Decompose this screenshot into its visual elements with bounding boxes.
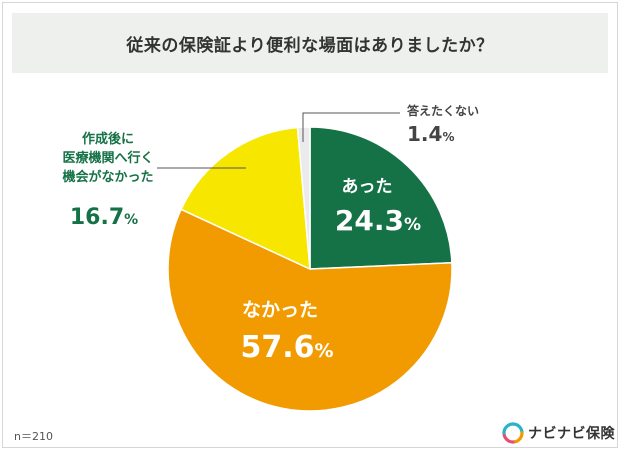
brand-mark-icon — [502, 422, 524, 444]
brand-logo: ナビナビ保険 — [502, 422, 615, 444]
pie-slice-2 — [167, 208, 453, 412]
brand-name: ナビナビ保険 — [528, 426, 615, 442]
chart-title: 従来の保険証より便利な場面はありましたか？ — [12, 13, 608, 73]
pie-slice-4 — [296, 126, 311, 270]
slice-3-pct: 16.7% — [70, 205, 138, 230]
slice-3-label-line-1: 作成後に — [82, 131, 134, 147]
slice-3-label-line-3: 機会がなかった — [62, 169, 153, 185]
slice-2-pct: 57.6% — [240, 330, 333, 365]
sample-size: n＝210 — [14, 430, 53, 443]
pie-slice-3 — [180, 126, 311, 271]
slice-4-label: 答えたくない — [407, 103, 479, 118]
slice-2-label: なかった — [242, 299, 318, 321]
slice-3-label-line-2: 医療機関へ行く — [62, 150, 153, 166]
slice-1-pct: 24.3% — [335, 204, 421, 237]
slice-4-pct: 1.4% — [407, 122, 454, 146]
pie-slice-1 — [309, 126, 453, 270]
slice-1-label: あった — [342, 177, 393, 197]
slice-4-leader-line — [302, 112, 400, 142]
